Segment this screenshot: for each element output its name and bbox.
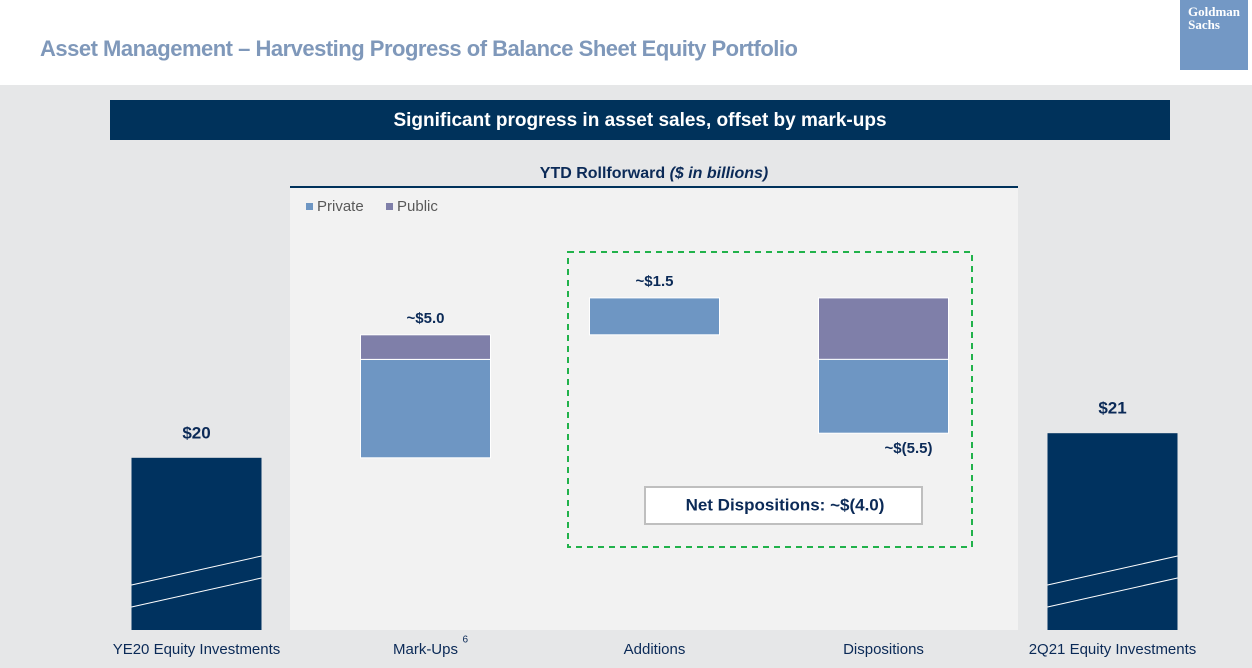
- value-label: $21: [1098, 399, 1126, 418]
- segment: [589, 297, 720, 336]
- segment: [360, 358, 491, 459]
- x-tick-label: Additions: [624, 641, 686, 658]
- x-tick-label: YE20 Equity Investments: [113, 641, 281, 658]
- page-title: Asset Management – Harvesting Progress o…: [40, 36, 797, 61]
- logo: [1180, 0, 1248, 70]
- axis-break: [1047, 577, 1178, 608]
- axis-break: [131, 555, 262, 586]
- value-label: $20: [182, 423, 210, 442]
- x-tick-label: Dispositions: [843, 641, 924, 658]
- legend-label: Public: [397, 198, 438, 215]
- chart-title-main: YTD Rollforward: [540, 165, 665, 182]
- chart-title: YTD Rollforward ($ in billions): [540, 165, 768, 182]
- legend-swatch: [306, 203, 313, 210]
- logo-text: Sachs: [1188, 17, 1220, 32]
- footnote-mark: 6: [463, 635, 469, 646]
- banner: [110, 100, 1170, 140]
- x-tick-label: Mark-Ups: [393, 641, 458, 658]
- net-box: [567, 251, 973, 548]
- segment: [360, 334, 491, 360]
- segment: [818, 358, 949, 434]
- header-bg: [0, 0, 1252, 85]
- segment: [818, 297, 949, 360]
- legend-swatch: [386, 203, 393, 210]
- value-label: ~$(5.5): [885, 440, 933, 457]
- banner-text: Significant progress in asset sales, off…: [393, 110, 886, 131]
- chart-title-units: ($ in billions): [670, 165, 769, 182]
- value-label: ~$5.0: [407, 310, 445, 327]
- legend-label: Private: [317, 198, 364, 215]
- plot: YE20 Equity Investments $20 Mark-Ups 6 ~$5.0…: [113, 198, 1197, 658]
- axis-break: [131, 577, 262, 608]
- axis-break: [1047, 555, 1178, 586]
- logo-text: Goldman: [1188, 4, 1241, 19]
- value-label: ~$1.5: [636, 273, 674, 290]
- total-bar: [131, 457, 262, 630]
- annotation-box: [644, 486, 923, 525]
- total-bar: [1047, 433, 1178, 630]
- x-tick-label: 2Q21 Equity Investments: [1029, 641, 1197, 658]
- annotation: Net Dispositions: ~$(4.0): [686, 495, 885, 514]
